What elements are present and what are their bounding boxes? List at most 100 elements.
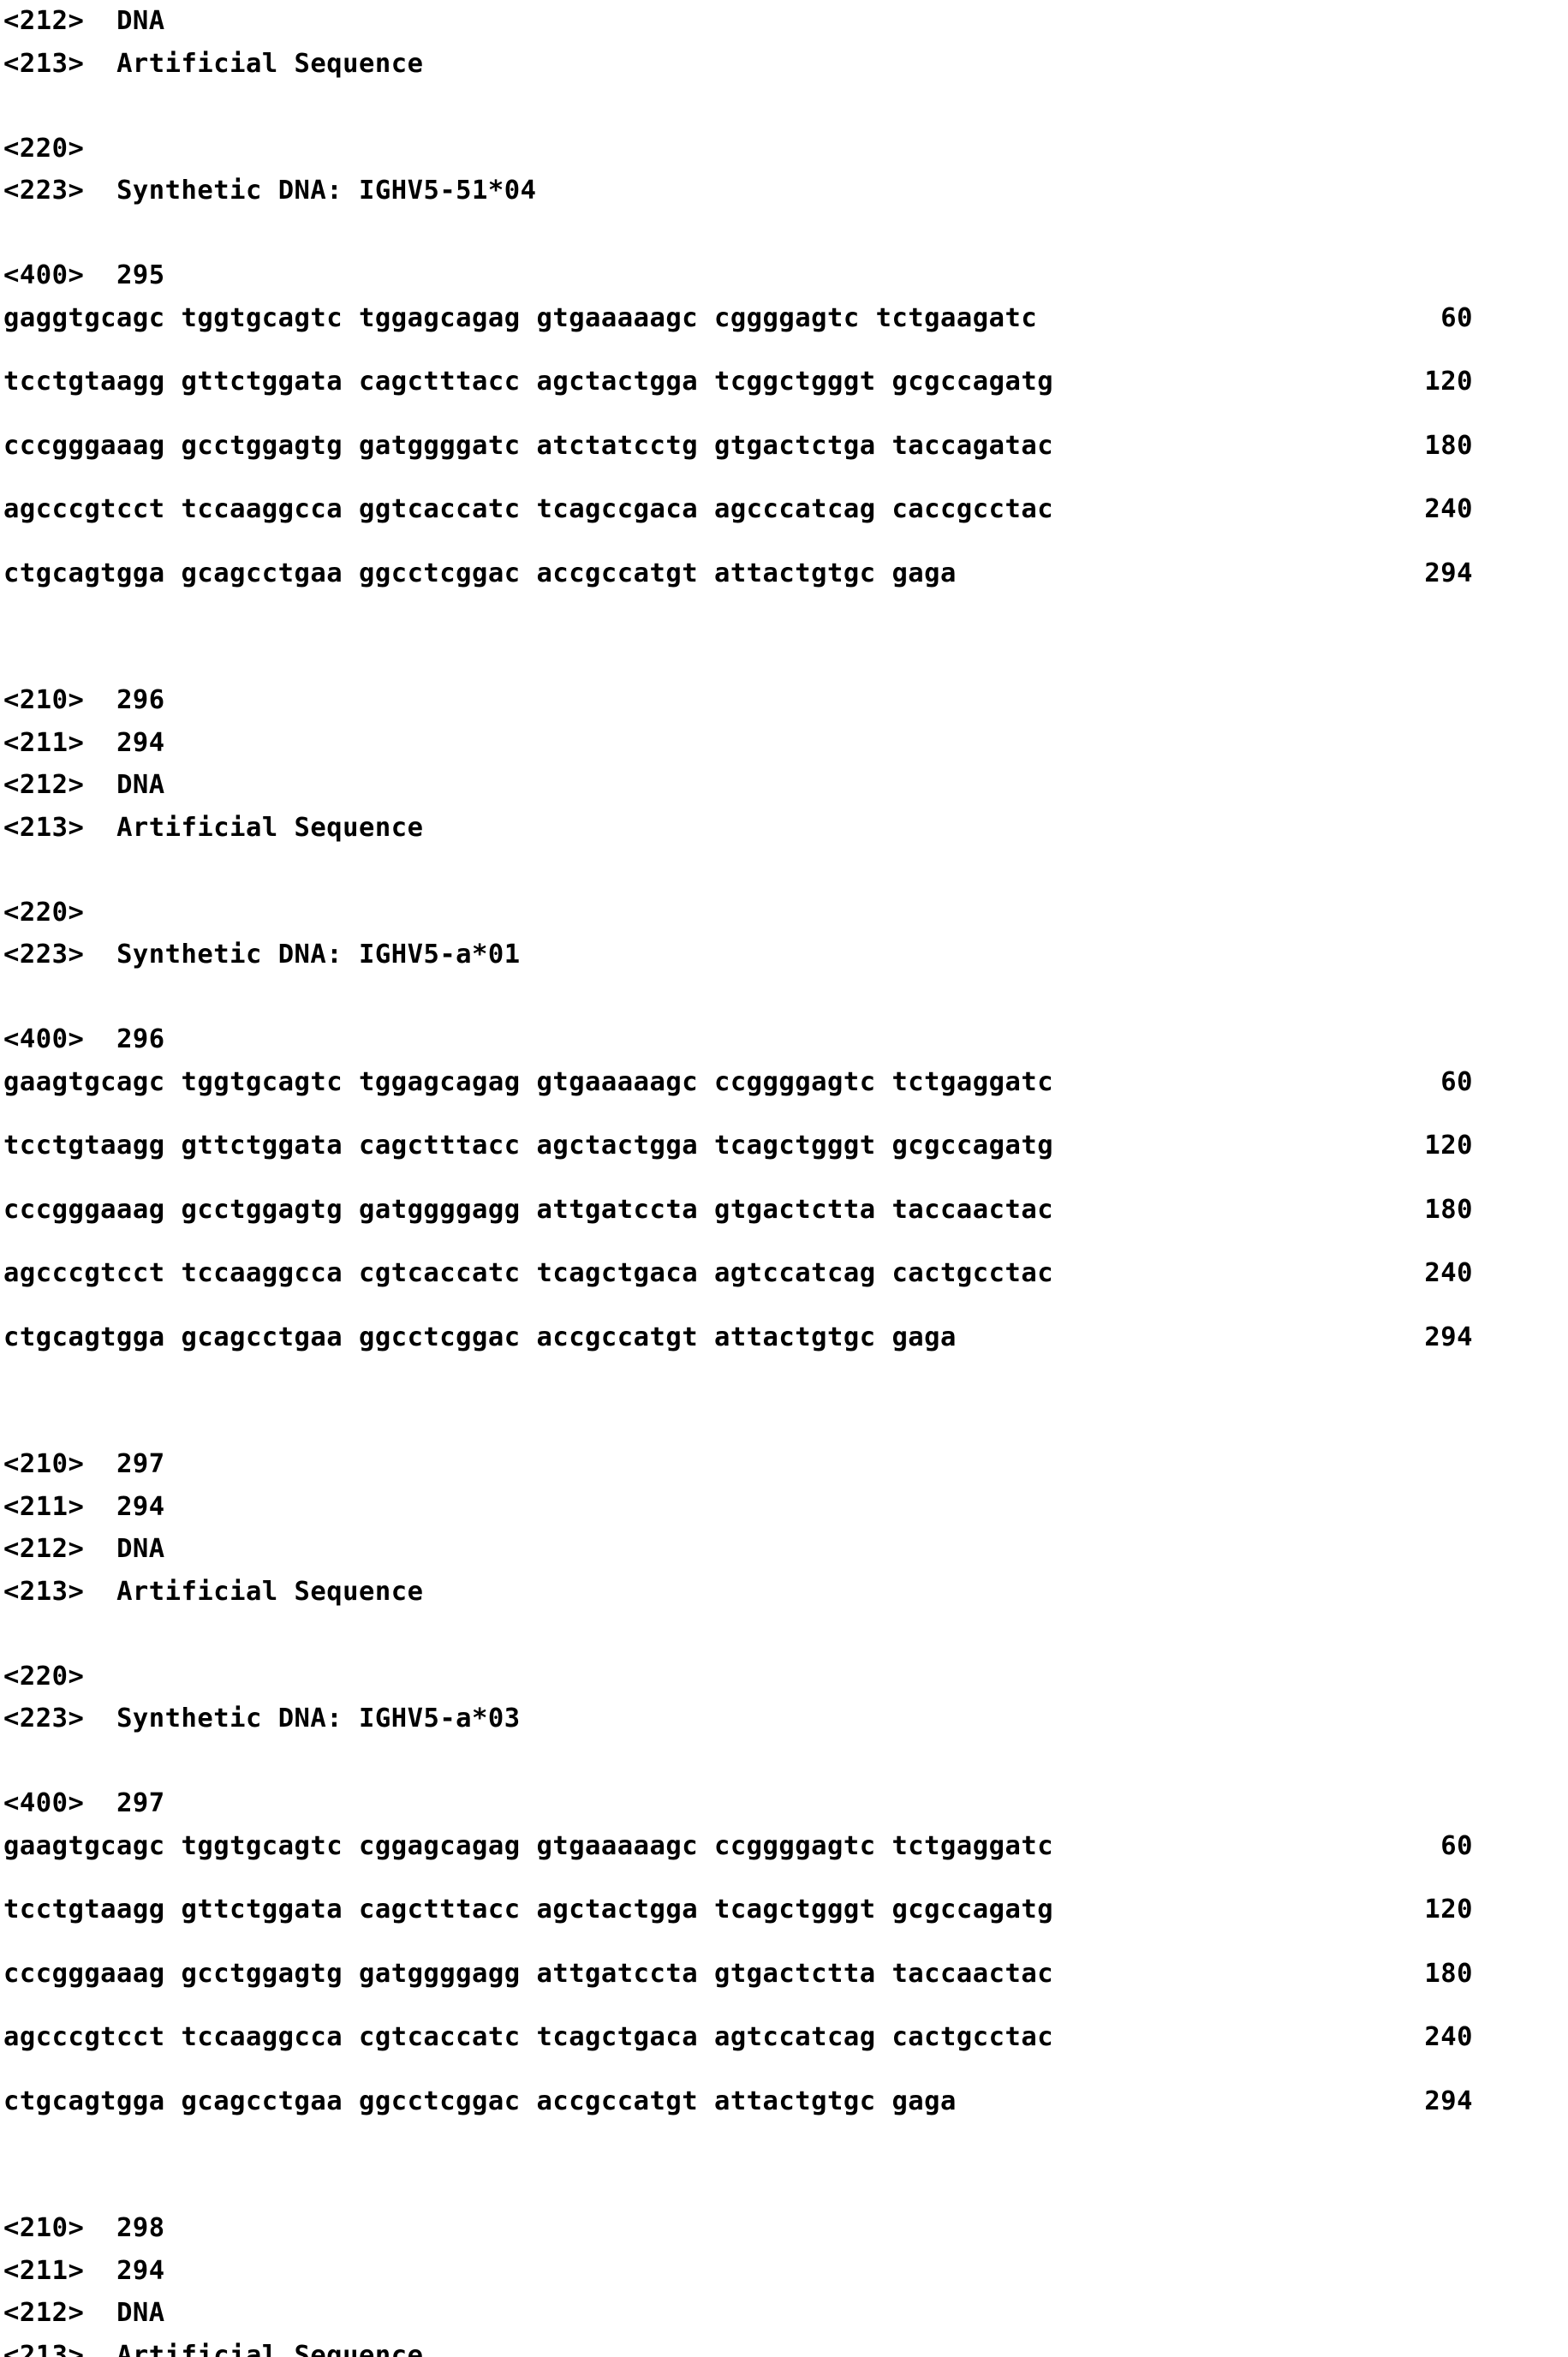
tag-400-value: 295 [116,260,165,290]
spacer [0,637,1568,680]
tag-223-value: Synthetic DNA: IGHV5-51*04 [116,176,536,206]
tag-212-value: DNA [116,2298,165,2328]
header-line-212: <212> DNA [0,0,1568,43]
sequence-position-number: 60 [1370,297,1473,340]
sequence-bases: cccgggaaag gcctggagtg gatggggatc atctatc… [3,431,1053,461]
tag-211-value: 294 [116,728,165,758]
tag-223-value: Synthetic DNA: IGHV5-a*01 [116,940,521,970]
sequence-line: agcccgtcct tccaaggcca cgtcaccatc tcagctg… [0,2016,1568,2059]
header-line-210: <210> 298 [0,2207,1568,2250]
tag-211: <211> [3,2256,84,2286]
spacer [0,2122,1568,2165]
tag-212: <212> [3,6,84,36]
sequence-listing-body: <212> DNA <213> Artificial Sequence <220… [0,0,1568,2357]
header-line-400: <400> 296 [0,1018,1568,1061]
spacer [0,531,1568,552]
tag-210: <210> [3,2213,84,2243]
sequence-bases: ctgcagtgga gcagcctgaa ggcctcggac accgcca… [3,1322,957,1352]
spacer [0,1231,1568,1252]
spacer [0,1401,1568,1444]
sequence-bases: agcccgtcct tccaaggcca cgtcaccatc tcagctg… [3,1258,1053,1288]
tag-213-value: Artificial Sequence [116,2341,423,2357]
sequence-line: cccgggaaag gcctggagtg gatggggagg attgatc… [0,1953,1568,1996]
sequence-bases: gaagtgcagc tggtgcagtc cggagcagag gtgaaaa… [3,1831,1053,1861]
tag-223: <223> [3,176,84,206]
header-line-211: <211> 294 [0,722,1568,765]
sequence-line: agcccgtcct tccaaggcca cgtcaccatc tcagctg… [0,1252,1568,1295]
tag-213: <213> [3,813,84,843]
sequence-position-number: 180 [1370,425,1473,468]
sequence-position-number: 120 [1370,1125,1473,1167]
spacer [0,1358,1568,1401]
sequence-line: ctgcagtgga gcagcctgaa ggcctcggac accgcca… [0,1316,1568,1359]
tag-211-value: 294 [116,2256,165,2286]
tag-213-value: Artificial Sequence [116,49,423,79]
sequence-position-number: 120 [1370,1889,1473,1931]
header-line-220: <220> [0,1656,1568,1698]
sequence-bases: gaagtgcagc tggtgcagtc tggagcagag gtgaaaa… [3,1067,1053,1097]
tag-400-value: 296 [116,1024,165,1054]
sequence-position-number: 294 [1370,1316,1473,1359]
header-line-223: <223> Synthetic DNA: IGHV5-a*03 [0,1698,1568,1740]
header-line-220: <220> [0,892,1568,934]
tag-223-value: Synthetic DNA: IGHV5-a*03 [116,1704,521,1733]
header-line-212: <212> DNA [0,764,1568,807]
tag-400: <400> [3,1024,84,1054]
sequence-line: ctgcagtgga gcagcctgaa ggcctcggac accgcca… [0,552,1568,595]
tag-210-value: 298 [116,2213,165,2243]
sequence-line: gaggtgcagc tggtgcagtc tggagcagag gtgaaaa… [0,297,1568,340]
spacer [0,467,1568,488]
header-line-213: <213> Artificial Sequence [0,43,1568,86]
sequence-position-number: 180 [1370,1189,1473,1232]
tag-213-value: Artificial Sequence [116,813,423,843]
sequence-bases: cccgggaaag gcctggagtg gatggggagg attgatc… [3,1195,1053,1225]
tag-213-value: Artificial Sequence [116,1577,423,1607]
header-line-223: <223> Synthetic DNA: IGHV5-a*01 [0,934,1568,976]
tag-223: <223> [3,1704,84,1733]
sequence-position-number: 240 [1370,488,1473,531]
tag-220: <220> [3,134,84,164]
sequence-line: agcccgtcct tccaaggcca ggtcaccatc tcagccg… [0,488,1568,531]
sequence-line: gaagtgcagc tggtgcagtc tggagcagag gtgaaaa… [0,1061,1568,1104]
sequence-position-number: 240 [1370,1252,1473,1295]
sequence-position-number: 120 [1370,361,1473,403]
header-line-213: <213> Artificial Sequence [0,2335,1568,2357]
spacer [0,849,1568,892]
sequence-bases: tcctgtaagg gttctggata cagctttacc agctact… [3,1131,1053,1161]
tag-212-value: DNA [116,1534,165,1564]
tag-212: <212> [3,2298,84,2328]
sequence-bases: agcccgtcct tccaaggcca ggtcaccatc tcagccg… [3,494,1053,524]
header-line-223: <223> Synthetic DNA: IGHV5-51*04 [0,170,1568,212]
spacer [0,339,1568,361]
sequence-position-number: 294 [1370,552,1473,595]
spacer [0,1931,1568,1953]
tag-223: <223> [3,940,84,970]
sequence-line: tcctgtaagg gttctggata cagctttacc agctact… [0,361,1568,403]
tag-400: <400> [3,260,84,290]
sequence-bases: agcccgtcct tccaaggcca cgtcaccatc tcagctg… [3,2022,1053,2052]
header-line-210: <210> 297 [0,1443,1568,1486]
spacer [0,1167,1568,1189]
tag-220: <220> [3,898,84,928]
sequence-line: ctgcagtgga gcagcctgaa ggcctcggac accgcca… [0,2080,1568,2123]
spacer [0,1867,1568,1889]
spacer [0,1295,1568,1316]
sequence-line: cccgggaaag gcctggagtg gatggggatc atctatc… [0,425,1568,468]
tag-210: <210> [3,685,84,715]
sequence-bases: ctgcagtgga gcagcctgaa ggcctcggac accgcca… [3,2086,957,2116]
header-line-213: <213> Artificial Sequence [0,807,1568,850]
header-line-212: <212> DNA [0,1528,1568,1571]
tag-211: <211> [3,1492,84,1522]
tag-212: <212> [3,1534,84,1564]
spacer [0,212,1568,255]
sequence-position-number: 180 [1370,1953,1473,1996]
sequence-bases: tcctgtaagg gttctggata cagctttacc agctact… [3,1895,1053,1924]
spacer [0,85,1568,128]
sequence-position-number: 240 [1370,2016,1473,2059]
sequence-bases: tcctgtaagg gttctggata cagctttacc agctact… [3,367,1053,397]
header-line-210: <210> 296 [0,679,1568,722]
spacer [0,403,1568,425]
sequence-bases: cccgggaaag gcctggagtg gatggggagg attgatc… [3,1959,1053,1989]
sequence-line: tcctgtaagg gttctggata cagctttacc agctact… [0,1125,1568,1167]
sequence-bases: gaggtgcagc tggtgcagtc tggagcagag gtgaaaa… [3,303,1037,333]
